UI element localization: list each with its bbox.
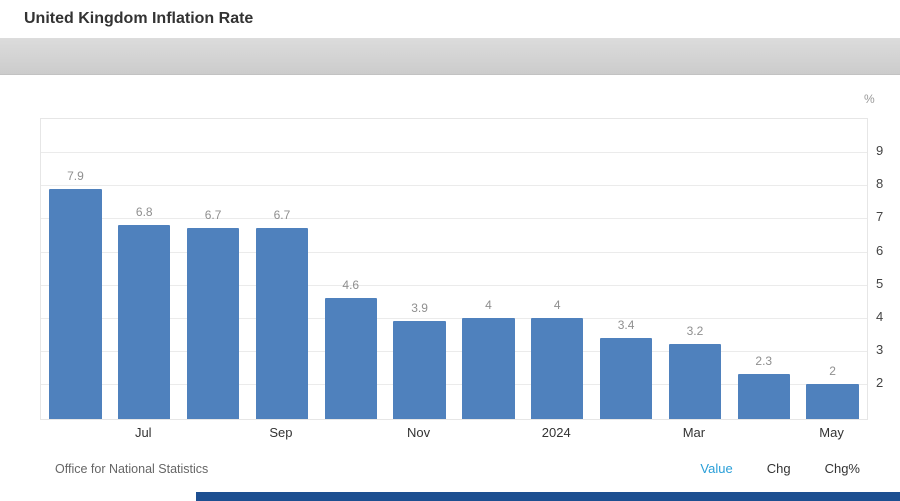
link-chgpct[interactable]: Chg% <box>824 461 860 476</box>
y-axis: 2 3 4 5 6 7 8 9 <box>876 118 900 420</box>
x-tick-label: May <box>819 425 844 440</box>
bar-value-label: 4 <box>553 297 561 312</box>
gridline <box>41 185 867 187</box>
gridline <box>41 218 867 220</box>
x-tick-label: Sep <box>269 425 293 440</box>
bar-value-label: 4.6 <box>342 278 360 292</box>
bar[interactable] <box>462 317 515 419</box>
bar[interactable] <box>737 374 790 419</box>
toolbar-band <box>0 38 900 75</box>
footer-links: Value Chg Chg% <box>700 461 860 476</box>
bar[interactable] <box>49 188 102 419</box>
y-tick-label: 6 <box>876 242 884 258</box>
gridline <box>41 317 867 319</box>
bar[interactable] <box>118 225 171 419</box>
y-tick-label: 7 <box>876 209 884 225</box>
bar-value-label: 7.9 <box>67 168 84 183</box>
bar-value-label: 6.7 <box>204 208 222 223</box>
gridline <box>41 284 867 286</box>
x-tick-label: 2024 <box>541 425 571 440</box>
bar-value-label: 4 <box>485 297 492 312</box>
bar[interactable] <box>599 337 653 419</box>
y-tick-label: 4 <box>876 308 884 324</box>
link-value[interactable]: Value <box>700 461 733 476</box>
bar[interactable] <box>668 344 722 419</box>
bar[interactable] <box>186 228 240 419</box>
bar-value-label: 3.2 <box>686 324 704 339</box>
y-tick-label: 8 <box>876 176 884 192</box>
gridline <box>41 384 867 386</box>
link-chg[interactable]: Chg <box>766 461 791 476</box>
bar-value-label: 3.9 <box>411 301 428 316</box>
bar-value-label: 6.7 <box>273 208 291 223</box>
source-label[interactable]: Office for National Statistics <box>55 462 209 476</box>
bar[interactable] <box>255 228 309 419</box>
y-tick-label: 2 <box>876 375 884 391</box>
bar[interactable] <box>324 298 377 419</box>
x-tick-label: Jul <box>134 425 152 440</box>
bar-value-label: 6.8 <box>135 205 153 220</box>
x-tick-label: Mar <box>682 425 706 440</box>
bar[interactable] <box>531 317 584 419</box>
gridline <box>41 152 867 154</box>
bar-value-label: 3.4 <box>617 317 635 332</box>
bar-value-label: 2 <box>829 364 836 379</box>
bar[interactable] <box>806 384 859 419</box>
page-bottom-strip <box>196 492 900 501</box>
y-tick-label: 5 <box>876 275 884 291</box>
plot-area: 7.9 6.8 6.7 6.7 4.6 3.9 4 4 3.4 3.2 2.3 2 <box>40 118 868 420</box>
x-axis: Jul Sep Nov 2024 Mar May <box>40 425 868 445</box>
header: United Kingdom Inflation Rate <box>0 0 900 38</box>
gridline <box>41 351 867 353</box>
y-axis-unit: % <box>864 92 875 106</box>
x-tick-label: Nov <box>407 425 431 440</box>
y-tick-label: 9 <box>876 143 884 159</box>
y-tick-label: 3 <box>876 342 884 358</box>
gridline <box>41 251 867 253</box>
page-title: United Kingdom Inflation Rate <box>24 10 254 27</box>
bar-value-label: 2.3 <box>755 354 773 369</box>
bar[interactable] <box>393 321 446 419</box>
